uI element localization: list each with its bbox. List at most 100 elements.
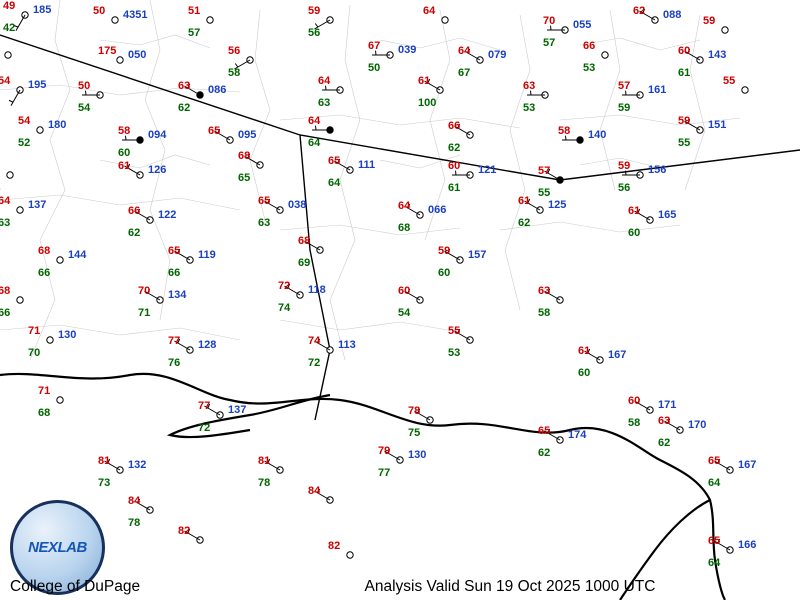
station-plot: 7472113	[308, 335, 356, 369]
dewpoint-value: 64	[708, 477, 721, 489]
dewpoint-value: 68	[398, 222, 410, 234]
temperature-value: 59	[703, 15, 715, 27]
dewpoint-value: 60	[438, 267, 450, 279]
dewpoint-value: 62	[448, 142, 460, 154]
station-plot: 5452180	[18, 115, 66, 149]
dewpoint-value: 61	[678, 67, 690, 79]
station-plot: 81 73 132	[98, 455, 146, 489]
temperature-value: 74	[308, 335, 321, 347]
valid-time-label: Analysis Valid Sun 19 Oct 2025 1000 UTC	[260, 578, 760, 596]
coded-value: 170	[688, 419, 706, 431]
temperature-value: 82	[178, 525, 190, 537]
coded-value: 055	[573, 19, 591, 31]
temperature-value: 59	[438, 245, 450, 257]
station-plot: 5955151	[678, 115, 726, 149]
dewpoint-value: 57	[543, 37, 555, 49]
temperature-value: 68	[238, 150, 250, 162]
station-plots-group: 49 42 185 50 4351 51 57 59 56 64 70 57 055 62 088 59 54 1…	[0, 0, 756, 569]
dewpoint-value: 53	[448, 347, 460, 359]
dewpoint-value: 57	[188, 27, 200, 39]
dewpoint-value: 64	[328, 177, 341, 189]
station-plot: 58 140	[558, 125, 606, 143]
station-marker-dot	[207, 17, 213, 23]
temperature-value: 49	[3, 0, 15, 12]
dewpoint-value: 70	[28, 347, 40, 359]
station-plot: 6750039	[368, 40, 416, 74]
dewpoint-value: 54	[0, 182, 1, 194]
temperature-value: 175	[98, 45, 116, 57]
dewpoint-value: 60	[578, 367, 590, 379]
coded-value: 125	[548, 199, 566, 211]
temperature-value: 51	[188, 5, 200, 17]
station-marker-dot	[57, 397, 63, 403]
temperature-value: 64	[308, 115, 321, 127]
station-marker-dot	[7, 172, 13, 178]
station-marker-dot	[17, 207, 23, 213]
coded-value: 086	[208, 84, 226, 96]
dewpoint-value: 55	[678, 137, 690, 149]
coded-value: 4351	[123, 9, 147, 21]
station-plot: 6865	[238, 150, 263, 184]
dewpoint-value: 56	[308, 27, 320, 39]
temperature-value: 77	[198, 400, 210, 412]
coded-value: 119	[198, 249, 216, 261]
station-plot: 72 74 118	[278, 280, 326, 314]
dewpoint-value: 76	[168, 357, 180, 369]
coded-value: 039	[398, 44, 416, 56]
coded-value: 165	[658, 209, 676, 221]
temperature-value: 64	[423, 5, 436, 17]
dewpoint-value: 71	[138, 307, 150, 319]
coded-value: 122	[158, 209, 176, 221]
station-plot: 8178	[258, 455, 283, 489]
station-plot: 5054	[78, 80, 103, 114]
station-plot: 6563038	[258, 195, 306, 229]
temperature-value: 60	[448, 160, 460, 172]
temperature-value: 60	[628, 395, 640, 407]
coded-value: 130	[58, 329, 76, 341]
temperature-value: 64	[458, 45, 471, 57]
station-plot: 6468066	[398, 200, 446, 234]
station-plot: 66 62	[448, 120, 473, 154]
coded-value: 088	[663, 9, 681, 21]
station-plot: 6562174	[538, 425, 587, 459]
temperature-value: 58	[118, 125, 130, 137]
dewpoint-value: 63	[258, 217, 270, 229]
coded-value: 166	[738, 539, 756, 551]
station-marker-dot	[742, 87, 748, 93]
temperature-value: 56	[228, 45, 240, 57]
station-marker-dot	[112, 17, 118, 23]
temperature-value: 54	[18, 115, 31, 127]
coded-value: 132	[128, 459, 146, 471]
station-plot: 84	[308, 485, 333, 503]
coded-value: 137	[28, 199, 46, 211]
station-plot: 65 66 119	[168, 245, 216, 279]
station-plot: 6160165	[628, 205, 676, 239]
station-plot: 6464	[308, 115, 333, 149]
temperature-value: 66	[448, 120, 460, 132]
station-plot: 7977130	[378, 445, 426, 479]
temperature-value: 50	[78, 80, 90, 92]
temperature-value: 81	[98, 455, 110, 467]
temperature-value: 70	[138, 285, 150, 297]
temperature-value: 79	[378, 445, 390, 457]
temperature-value: 61	[518, 195, 530, 207]
coded-value: 156	[648, 164, 666, 176]
nexlab-logo-text: NEXLAB	[28, 539, 87, 556]
coded-value: 137	[228, 404, 246, 416]
station-plot: 64 63 137	[0, 195, 46, 229]
dewpoint-value: 68	[38, 407, 50, 419]
station-plot: 175 050	[98, 45, 146, 63]
florida-keys-outline	[170, 395, 330, 437]
temperature-value: 61	[118, 160, 130, 172]
station-plot: 61100	[418, 75, 443, 109]
station-plot: 62 088	[633, 5, 681, 23]
temperature-value: 65	[538, 425, 550, 437]
temperature-value: 65	[708, 535, 720, 547]
dewpoint-value: 75	[408, 427, 420, 439]
station-plot: 6564111	[328, 155, 375, 189]
station-plot: 6154	[0, 160, 13, 194]
temperature-value: 65	[708, 455, 720, 467]
temperature-value: 59	[618, 160, 630, 172]
dewpoint-value: 69	[298, 257, 310, 269]
dewpoint-value: 53	[523, 102, 535, 114]
